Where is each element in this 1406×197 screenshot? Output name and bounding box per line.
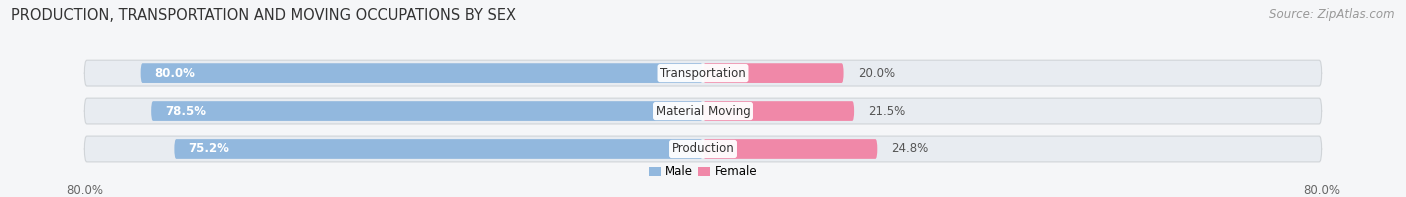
Text: 80.0%: 80.0%	[155, 67, 195, 80]
Text: 20.0%: 20.0%	[858, 67, 894, 80]
Text: Transportation: Transportation	[661, 67, 745, 80]
FancyBboxPatch shape	[703, 101, 855, 121]
Text: Material Moving: Material Moving	[655, 105, 751, 118]
FancyBboxPatch shape	[152, 101, 703, 121]
Text: 24.8%: 24.8%	[891, 142, 928, 155]
FancyBboxPatch shape	[84, 60, 1322, 86]
FancyBboxPatch shape	[703, 139, 877, 159]
Text: 75.2%: 75.2%	[188, 142, 229, 155]
FancyBboxPatch shape	[84, 136, 1322, 162]
FancyBboxPatch shape	[84, 98, 1322, 124]
Text: Source: ZipAtlas.com: Source: ZipAtlas.com	[1270, 8, 1395, 21]
FancyBboxPatch shape	[174, 139, 703, 159]
FancyBboxPatch shape	[703, 63, 844, 83]
Text: 78.5%: 78.5%	[165, 105, 207, 118]
Text: Production: Production	[672, 142, 734, 155]
Text: 21.5%: 21.5%	[869, 105, 905, 118]
Text: PRODUCTION, TRANSPORTATION AND MOVING OCCUPATIONS BY SEX: PRODUCTION, TRANSPORTATION AND MOVING OC…	[11, 8, 516, 23]
Legend: Male, Female: Male, Female	[648, 165, 758, 178]
FancyBboxPatch shape	[141, 63, 703, 83]
